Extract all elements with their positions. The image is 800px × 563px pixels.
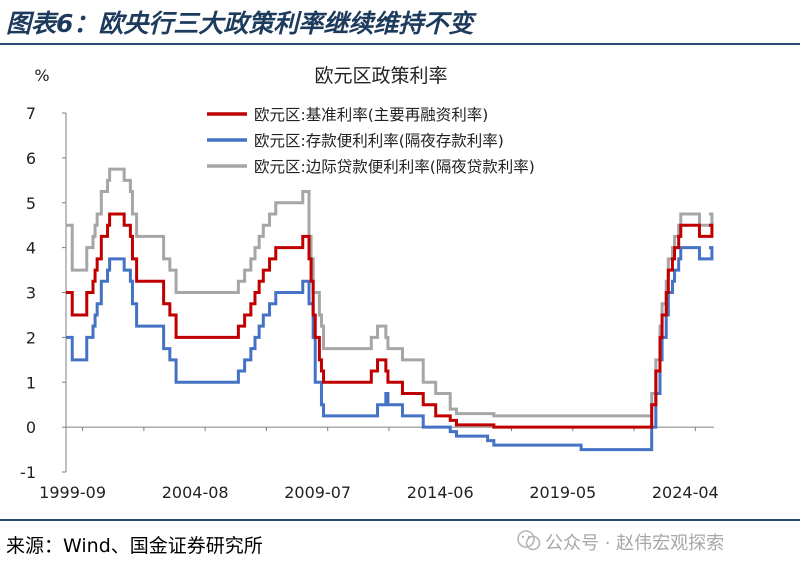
y-tick-label: 6 — [26, 149, 36, 168]
line-chart: -1 0 1 2 3 4 5 6 7 1999-09 2004-08 2009-07 2014-06 20… — [20, 65, 719, 502]
figure-header: 图表6：欧央行三大政策利率继续维持不变 — [0, 0, 800, 45]
watermark-text: 公众号 · 赵伟宏观探索 — [545, 533, 725, 554]
y-tick-label: 2 — [26, 328, 36, 347]
axes: -1 0 1 2 3 4 5 6 7 1999-09 2004-08 2009-07 2014-06 20… — [20, 104, 719, 502]
y-tick-label: 0 — [26, 418, 36, 437]
y-tick-label: 7 — [26, 104, 36, 123]
series-line-1 — [66, 212, 714, 429]
x-tick-label: 2009-07 — [284, 483, 351, 502]
y-tick-label: 4 — [26, 239, 36, 258]
y-axis-unit: % — [34, 66, 49, 85]
chart-area: -1 0 1 2 3 4 5 6 7 1999-09 2004-08 2009-07 2014-06 20… — [0, 46, 800, 520]
figure-title: 图表6：欧央行三大政策利率继续维持不变 — [6, 9, 474, 38]
chart-title: 欧元区政策利率 — [314, 65, 447, 87]
watermark: 公众号 · 赵伟宏观探索 — [515, 524, 795, 556]
header-divider — [0, 43, 800, 45]
footer-divider — [0, 519, 800, 521]
x-tick-label: 2014-06 — [407, 483, 474, 502]
y-tick-label: -1 — [20, 463, 36, 482]
x-tick-label: 1999-09 — [39, 483, 106, 502]
y-tick-label: 3 — [26, 284, 36, 303]
legend: 欧元区:基准利率(主要再融资利率) 欧元区:存款便利利率(隔夜存款利率) 欧元区:边… — [207, 106, 535, 176]
legend-label: 欧元区:存款便利利率(隔夜存款利率) — [254, 132, 504, 150]
x-tick-label: 2024-04 — [652, 483, 719, 502]
y-tick-label: 5 — [26, 194, 36, 213]
y-tick-label: 1 — [26, 373, 36, 392]
legend-label: 欧元区:边际贷款便利利率(隔夜贷款利率) — [254, 158, 535, 176]
series-lines — [66, 167, 714, 452]
x-tick-label: 2019-05 — [529, 483, 596, 502]
source-note: 来源：Wind、国金证券研究所 — [6, 535, 263, 557]
legend-label: 欧元区:基准利率(主要再融资利率) — [254, 106, 488, 124]
x-tick-label: 2004-08 — [162, 483, 229, 502]
wechat-icon — [517, 530, 541, 551]
